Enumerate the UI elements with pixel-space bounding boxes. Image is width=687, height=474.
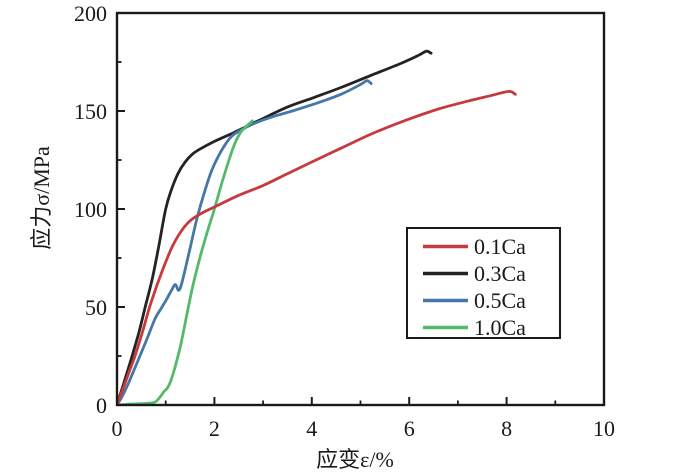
legend-label-1.0Ca: 1.0Ca <box>474 315 526 340</box>
x-axis-title: 应变ε/% <box>316 447 394 472</box>
y-tick-label: 200 <box>74 1 107 26</box>
y-tick-label: 100 <box>74 197 107 222</box>
curve-0.3Ca <box>117 49 433 405</box>
x-tick-label: 8 <box>501 416 512 441</box>
x-tick-label: 4 <box>306 416 317 441</box>
legend-label-0.5Ca: 0.5Ca <box>474 288 526 313</box>
y-tick-label: 50 <box>85 295 107 320</box>
x-tick-label: 0 <box>112 416 123 441</box>
y-tick-label: 150 <box>74 99 107 124</box>
x-tick-label: 2 <box>209 416 220 441</box>
curve-0.1Ca <box>117 90 517 405</box>
plot-frame <box>115 11 606 407</box>
y-axis-title: 应力σ/MPa <box>29 146 54 250</box>
x-tick-label: 6 <box>404 416 415 441</box>
curve-1.0Ca <box>117 119 254 405</box>
legend-label-0.3Ca: 0.3Ca <box>474 261 526 286</box>
y-tick-label: 0 <box>96 393 107 418</box>
legend-label-0.1Ca: 0.1Ca <box>474 234 526 259</box>
x-tick-label: 10 <box>593 416 615 441</box>
